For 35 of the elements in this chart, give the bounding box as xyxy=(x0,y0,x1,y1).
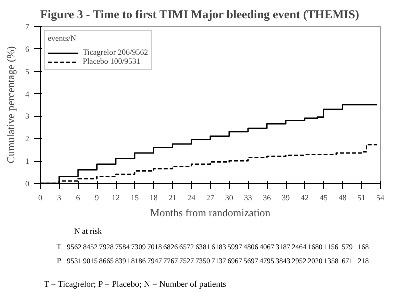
x-tick-label: 3 xyxy=(57,194,62,202)
y-tick-label: 0 xyxy=(26,180,30,188)
text: T = Ticagrelor; P = Placebo; N = Number of patients xyxy=(44,278,227,289)
x-tick-label: 36 xyxy=(263,194,272,202)
legend-label: Ticagrelor 206/9562 xyxy=(83,48,148,57)
x-tick-label: 51 xyxy=(358,194,366,202)
x-tick-label: 42 xyxy=(300,194,309,202)
chart-title: Figure 3 - Time to first TIMI Major bleeding event (THEMIS) xyxy=(40,8,360,22)
x-tick-label: 21 xyxy=(168,194,177,202)
x-tick-label: 27 xyxy=(206,194,214,202)
x-tick-label: 48 xyxy=(338,194,347,202)
x-tick-label: 30 xyxy=(225,194,234,202)
y-tick-label: 1 xyxy=(26,157,30,166)
x-tick-label: 45 xyxy=(320,194,328,202)
legend-title: events/N xyxy=(48,34,78,43)
x-tick-label: 6 xyxy=(76,194,80,202)
x-tick-label: 18 xyxy=(150,194,158,202)
x-tick-label: 33 xyxy=(244,194,252,202)
y-tick-label: 2 xyxy=(26,134,30,144)
text: N at risk xyxy=(74,226,102,236)
x-tick-label: 39 xyxy=(282,194,290,202)
x-tick-label: 15 xyxy=(130,194,139,202)
y-tick-label: 5 xyxy=(26,67,30,76)
legend-label: Placebo 100/9531 xyxy=(83,57,141,66)
y-tick-label: 6 xyxy=(26,44,30,54)
x-axis-title: Months from randomization xyxy=(150,208,272,220)
x-tick-label: 12 xyxy=(112,194,120,202)
x-tick-label: 24 xyxy=(188,194,196,202)
y-tick-label: 7 xyxy=(26,22,30,32)
y-tick-label: 4 xyxy=(26,90,30,99)
x-tick-label: 0 xyxy=(38,194,42,202)
x-tick-label: 9 xyxy=(95,194,100,202)
x-tick-label: 54 xyxy=(376,194,384,202)
y-tick-label: 3 xyxy=(26,112,30,122)
y-axis-title: Cumulative percentage (%) xyxy=(6,46,18,164)
